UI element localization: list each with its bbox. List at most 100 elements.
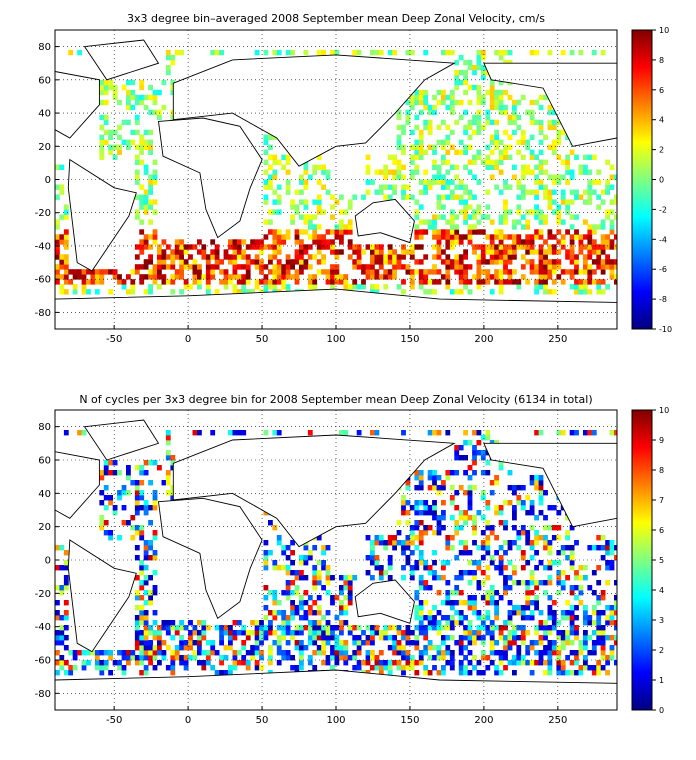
bin xyxy=(454,555,460,561)
bin xyxy=(467,600,473,606)
bin xyxy=(152,89,158,96)
bin xyxy=(445,615,451,621)
bin xyxy=(179,655,184,661)
bin xyxy=(374,430,380,436)
bin xyxy=(454,445,460,451)
bin xyxy=(463,264,468,270)
bin xyxy=(387,254,393,260)
bin xyxy=(596,670,602,676)
bin xyxy=(587,234,593,240)
bin xyxy=(299,660,304,666)
bin xyxy=(409,269,415,275)
bin xyxy=(534,640,539,646)
bin xyxy=(449,109,455,116)
bin xyxy=(480,455,486,461)
bin xyxy=(543,249,548,255)
bin xyxy=(183,249,189,255)
bin xyxy=(445,49,451,56)
bin xyxy=(59,565,65,571)
bin xyxy=(516,635,522,641)
bin xyxy=(591,269,597,275)
bin xyxy=(55,254,60,260)
bin xyxy=(609,229,615,235)
bin xyxy=(436,590,442,596)
bin xyxy=(263,149,269,155)
bin xyxy=(374,254,380,260)
bin xyxy=(294,605,300,611)
bin xyxy=(596,289,602,295)
bin xyxy=(55,635,60,641)
bin xyxy=(498,234,504,240)
bin xyxy=(418,530,424,536)
bin xyxy=(263,565,269,571)
bin xyxy=(232,259,238,265)
bin xyxy=(339,640,344,646)
y-tick-label: 0 xyxy=(45,175,51,186)
bin xyxy=(405,184,411,190)
colorbar-tick-label: -10 xyxy=(659,325,672,334)
bin xyxy=(454,224,460,230)
bin xyxy=(609,239,615,245)
bin xyxy=(401,244,406,250)
colorbar-tick-label: -2 xyxy=(659,205,667,214)
bin xyxy=(560,630,566,636)
bin xyxy=(547,144,553,150)
bin xyxy=(467,159,473,165)
bin xyxy=(516,184,522,190)
bin xyxy=(378,254,384,260)
bin xyxy=(378,184,384,190)
bin xyxy=(520,655,526,661)
bin xyxy=(432,480,437,486)
bin xyxy=(339,630,344,636)
bin xyxy=(520,224,526,230)
bin xyxy=(299,174,304,180)
bin xyxy=(134,269,140,275)
bin xyxy=(489,104,495,111)
bin xyxy=(134,640,140,646)
bin xyxy=(134,465,140,471)
bin xyxy=(569,149,575,155)
bin xyxy=(174,244,180,250)
bin xyxy=(307,274,313,280)
bin xyxy=(409,49,415,56)
bin xyxy=(334,269,340,275)
bin xyxy=(423,184,429,190)
bin xyxy=(467,650,473,656)
bin xyxy=(574,214,579,220)
bin xyxy=(538,490,544,496)
bin xyxy=(458,510,464,516)
bin xyxy=(427,104,433,111)
bin xyxy=(117,650,122,656)
bin xyxy=(418,139,424,145)
bin xyxy=(108,460,113,466)
bin xyxy=(556,214,562,220)
bin xyxy=(103,505,109,511)
bin xyxy=(157,630,162,636)
bin xyxy=(396,139,402,145)
bin xyxy=(472,244,477,250)
bin xyxy=(68,269,74,275)
bin xyxy=(534,214,539,220)
bin xyxy=(498,154,504,160)
bin xyxy=(192,655,198,661)
bin xyxy=(498,259,504,265)
bin xyxy=(445,94,451,101)
bin xyxy=(294,249,300,255)
bin xyxy=(94,655,100,661)
bin xyxy=(152,229,158,235)
bin xyxy=(534,535,539,541)
bin xyxy=(165,475,171,481)
bin xyxy=(485,259,491,265)
bin xyxy=(449,219,455,225)
bin xyxy=(241,264,247,270)
bin xyxy=(445,149,451,155)
bin xyxy=(605,655,610,661)
bin xyxy=(134,660,140,666)
bin xyxy=(205,640,211,646)
bin xyxy=(467,119,473,126)
bin xyxy=(134,94,140,101)
bin xyxy=(294,209,300,215)
bin xyxy=(556,535,562,541)
bin xyxy=(605,179,610,185)
bin xyxy=(63,585,69,591)
